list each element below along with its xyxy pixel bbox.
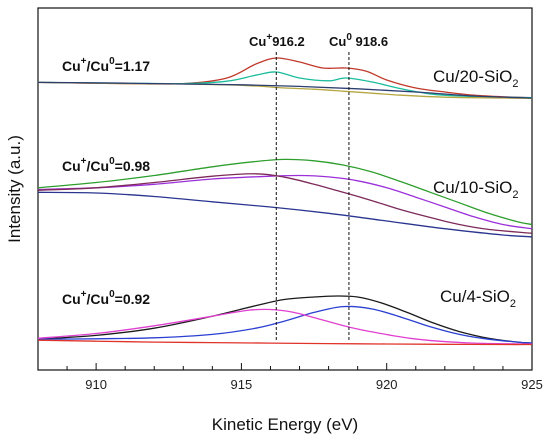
series-line: [37, 81, 533, 99]
series-line: [37, 191, 533, 238]
x-axis-ticks: 910 915 920 925: [37, 363, 543, 392]
ratio-label-cu20: Cu+/Cu0=1.17: [62, 56, 150, 74]
series-layer: [37, 57, 533, 346]
series-line: [37, 295, 533, 344]
x-tick-label: 920: [376, 377, 398, 392]
peak-label-cu-zero: Cu0 918.6: [329, 32, 388, 49]
series-line: [37, 339, 533, 346]
sample-label-cu10: Cu/10-SiO2: [433, 178, 519, 201]
reference-lines: [275, 52, 350, 340]
ratio-label-cu4: Cu+/Cu0=0.92: [62, 289, 150, 307]
series-line: [37, 308, 533, 345]
series-line: [37, 158, 533, 226]
x-tick-label: 910: [85, 377, 107, 392]
x-tick-label: 925: [521, 377, 543, 392]
peak-label-cu-plus: Cu+916.2: [249, 32, 305, 49]
series-line: [37, 305, 533, 344]
x-tick-label: 915: [231, 377, 253, 392]
x-axis-title: Kinetic Energy (eV): [212, 415, 358, 434]
y-axis-title: Intensity (a.u.): [5, 135, 24, 243]
series-line: [37, 173, 533, 234]
sample-label-cu4: Cu/4-SiO2: [440, 287, 516, 310]
series-line: [37, 174, 533, 230]
sample-label-cu20: Cu/20-SiO2: [433, 67, 519, 90]
ratio-label-cu10: Cu+/Cu0=0.98: [62, 156, 150, 174]
